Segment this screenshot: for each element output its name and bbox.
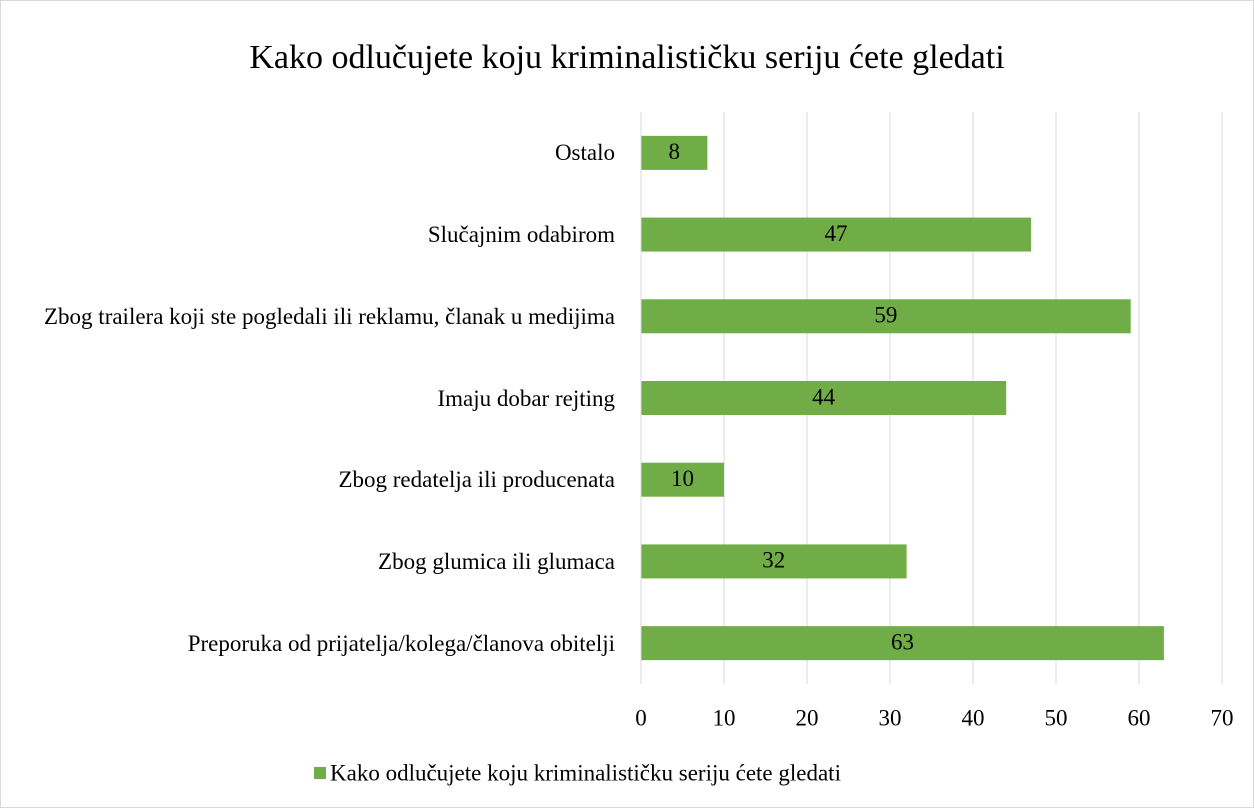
y-tick-label: Slučajnim odabirom [427,222,615,248]
legend-label: Kako odlučujete koju kriminalističku ser… [330,760,841,785]
x-tick-label: 10 [713,705,736,730]
bar [641,135,708,170]
data-label: 63 [891,629,914,654]
bar [641,381,1007,415]
bar [641,462,724,497]
data-label: 59 [874,303,897,328]
y-tick-label: Imaju dobar rejting [437,385,615,411]
x-tick-label: 30 [879,705,902,730]
bar [641,217,1032,252]
y-tick-label: Preporuka od prijatelja/kolega/članova o… [187,630,615,656]
data-label: 47 [825,221,848,246]
data-label: 8 [668,139,680,164]
data-label: 32 [762,548,785,573]
y-tick-label: Zbog trailera koji ste pogledali ili rek… [44,303,615,329]
data-label: 10 [671,466,694,491]
legend-swatch [314,767,326,779]
x-tick-label: 20 [796,705,819,730]
data-label: 44 [812,384,836,409]
bar [641,544,907,579]
x-tick-label: 70 [1211,705,1234,730]
y-tick-label: Zbog glumica ili glumaca [378,548,615,574]
x-tick-label: 0 [635,705,647,730]
y-tick-label: Zbog redatelja ili producenata [338,467,615,493]
chart-title: Kako odlučujete koju kriminalističku ser… [249,39,1004,76]
x-tick-label: 40 [962,705,985,730]
x-tick-label: 50 [1045,705,1068,730]
y-tick-label: Ostalo [554,140,615,166]
bar [641,626,1164,661]
x-tick-label: 60 [1128,705,1151,730]
bar [641,299,1131,334]
